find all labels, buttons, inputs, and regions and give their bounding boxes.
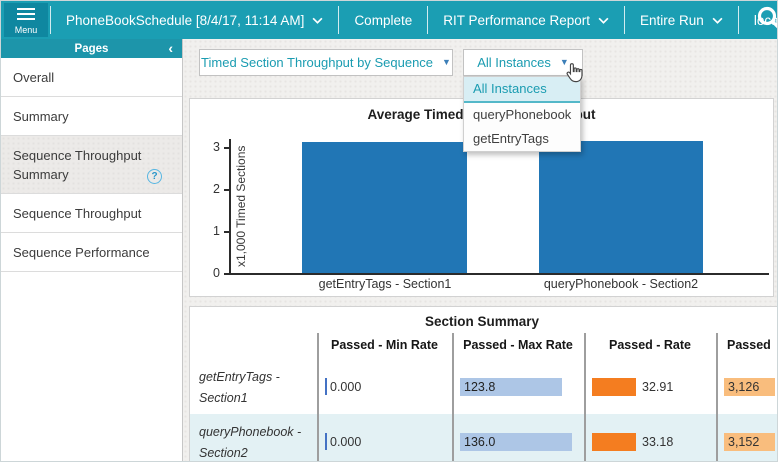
column-divider xyxy=(452,333,454,461)
max-rate-value: 136.0 xyxy=(464,435,496,449)
max-rate-bar: 136.0 xyxy=(460,433,572,451)
y-axis xyxy=(229,139,231,275)
chart-bar-getentrytags xyxy=(302,142,467,273)
min-rate-zero-bar xyxy=(325,433,327,450)
passed-value: 3,126 xyxy=(728,380,760,394)
min-rate-value: 0.000 xyxy=(330,380,362,394)
menu-button[interactable]: Menu xyxy=(4,3,48,37)
topbar-divider xyxy=(50,6,51,34)
menu-button-label: Menu xyxy=(14,24,38,35)
x-category-label: getEntryTags - Section1 xyxy=(318,277,452,291)
report-selector-label: RIT Performance Report xyxy=(443,12,591,28)
menu-option-queryphonebook[interactable]: queryPhonebook xyxy=(473,107,572,122)
y-axis-label: x1,000 Timed Sections xyxy=(234,145,248,268)
column-header-rate: Passed - Rate xyxy=(609,338,691,352)
passed-value: 3,152 xyxy=(728,435,760,449)
table-row: queryPhonebook - Section2 0.000 136.0 33… xyxy=(190,414,777,461)
section-summary-table: Section Summary Passed - Min Rate Passed… xyxy=(189,306,777,461)
column-header-max-rate: Passed - Max Rate xyxy=(463,338,573,352)
y-tick-label: 1 xyxy=(213,224,220,238)
sidebar-item-label: Sequence Throughput Summary xyxy=(13,148,142,182)
y-tick-label: 0 xyxy=(213,266,220,280)
sidebar-item-sequence-throughput[interactable]: Sequence Throughput xyxy=(1,194,182,233)
rate-bar xyxy=(592,378,636,396)
view-select[interactable]: Timed Section Throughput by Sequence ▼ xyxy=(199,49,453,76)
column-header-passed: Passed xyxy=(727,338,771,352)
passed-bar: 3,126 xyxy=(724,378,775,396)
instance-dropdown-menu: All Instances queryPhonebook getEntryTag… xyxy=(463,76,581,152)
run-selector[interactable]: Entire Run xyxy=(625,1,738,39)
y-tick-mark xyxy=(224,147,229,149)
main-content: Timed Section Throughput by Sequence ▼ A… xyxy=(183,39,777,461)
column-divider xyxy=(317,333,319,461)
max-rate-value: 123.8 xyxy=(464,380,496,394)
status-label: Complete xyxy=(354,12,413,28)
sidebar-item-sequence-performance[interactable]: Sequence Performance xyxy=(1,233,182,272)
sidebar-item-label: Overall xyxy=(13,70,55,85)
collapse-chevron-icon[interactable]: ‹ xyxy=(168,40,173,56)
throughput-chart-panel: Average Timed Section Throughput 0 1 2 3… xyxy=(189,98,774,297)
run-selector-label: Entire Run xyxy=(640,12,704,28)
row-label: queryPhonebook - Section2 xyxy=(199,425,302,460)
column-divider xyxy=(584,333,586,461)
column-divider xyxy=(716,333,718,461)
top-bar: Menu PhoneBookSchedule [8/4/17, 11:14 AM… xyxy=(1,1,778,39)
rate-bar xyxy=(592,433,636,451)
chevron-down-icon xyxy=(598,17,609,24)
topbar-divider xyxy=(338,6,340,34)
menu-option-all-instances[interactable]: All Instances xyxy=(464,77,580,103)
status-badge: Complete xyxy=(339,1,427,39)
instance-select[interactable]: All Instances ▼ xyxy=(463,49,583,76)
y-tick-label: 3 xyxy=(213,140,220,154)
sidebar-item-sequence-throughput-summary[interactable]: Sequence Throughput Summary ? xyxy=(1,136,182,194)
menu-option-getentrytags[interactable]: getEntryTags xyxy=(473,131,549,146)
sidebar-item-label: Sequence Throughput xyxy=(13,206,142,221)
schedule-selector[interactable]: PhoneBookSchedule [8/4/17, 11:14 AM] xyxy=(51,1,338,39)
y-tick-label: 2 xyxy=(213,182,220,196)
rate-value: 32.91 xyxy=(642,380,674,394)
dropdown-arrow-icon: ▼ xyxy=(559,57,569,67)
passed-bar: 3,152 xyxy=(724,433,775,451)
y-tick-mark xyxy=(224,231,229,233)
topbar-divider xyxy=(427,6,429,34)
sidebar-item-summary[interactable]: Summary xyxy=(1,97,182,136)
sidebar-item-label: Sequence Performance xyxy=(13,245,150,260)
help-icon[interactable]: ? xyxy=(147,169,162,184)
chevron-down-icon xyxy=(312,17,323,24)
instance-select-value: All Instances xyxy=(477,55,551,70)
pages-header-label: Pages xyxy=(74,42,109,55)
sidebar-item-label: Summary xyxy=(13,109,69,124)
row-label: getEntryTags - Section1 xyxy=(199,370,280,405)
column-header-min-rate: Passed - Min Rate xyxy=(331,338,438,352)
topbar-divider xyxy=(624,6,626,34)
table-row: getEntryTags - Section1 0.000 123.8 32.9… xyxy=(190,359,777,414)
report-selector[interactable]: RIT Performance Report xyxy=(428,1,624,39)
table-title: Section Summary xyxy=(424,314,540,329)
min-rate-value: 0.000 xyxy=(330,435,362,449)
x-category-label: queryPhonebook - Section2 xyxy=(543,277,699,291)
chart-bar-queryphonebook xyxy=(539,141,703,273)
y-tick-mark xyxy=(224,189,229,191)
chevron-down-icon xyxy=(712,17,723,24)
min-rate-zero-bar xyxy=(325,378,327,395)
pages-sidebar: Pages ‹ Overall Summary Sequence Through… xyxy=(1,39,183,461)
dropdown-arrow-icon: ▼ xyxy=(442,57,451,67)
x-axis xyxy=(229,273,769,275)
pages-header: Pages ‹ xyxy=(1,39,182,58)
sidebar-item-overall[interactable]: Overall xyxy=(1,58,182,97)
topbar-divider xyxy=(737,6,739,34)
rate-value: 33.18 xyxy=(642,435,674,449)
y-tick-mark xyxy=(224,273,229,275)
view-select-value: Timed Section Throughput by Sequence xyxy=(201,55,434,70)
max-rate-bar: 123.8 xyxy=(460,378,562,396)
hamburger-icon xyxy=(17,5,35,23)
schedule-selector-label: PhoneBookSchedule [8/4/17, 11:14 AM] xyxy=(66,12,305,28)
search-icon[interactable] xyxy=(755,4,778,34)
